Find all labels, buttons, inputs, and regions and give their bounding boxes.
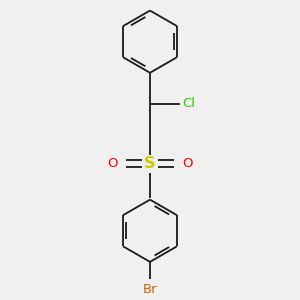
Text: Br: Br xyxy=(143,283,157,296)
Text: O: O xyxy=(182,157,193,170)
Text: Cl: Cl xyxy=(182,98,195,110)
Text: S: S xyxy=(144,156,156,171)
Text: O: O xyxy=(107,157,118,170)
